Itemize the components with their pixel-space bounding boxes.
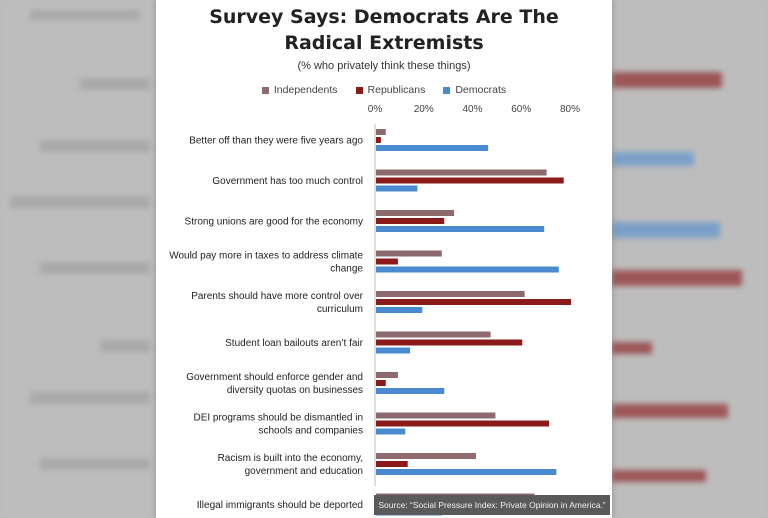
bar-democrats: [376, 469, 557, 475]
legend-item-democrats: Democrats: [443, 84, 506, 96]
category-label-line: government and education: [245, 466, 363, 477]
category-label-line: Government has too much control: [212, 176, 363, 187]
category-label-line: Government should enforce gender and: [186, 372, 363, 383]
legend-swatch-republicans: [355, 86, 363, 94]
category-label: Strong unions are good for the economy: [185, 217, 363, 228]
category-label: Better off than they were five years ago: [189, 136, 363, 147]
category-label: DEI programs should be dismantled in scho…: [193, 413, 363, 437]
category-label: Student loan bailouts aren’t fair: [225, 338, 364, 349]
chart-subtitle: (% who privately think these things): [297, 60, 471, 72]
bar-republicans: [376, 420, 550, 427]
x-tick-label: 40%: [462, 104, 482, 115]
x-tick-label: 20%: [414, 104, 434, 115]
legend-label-republicans: Republicans: [367, 84, 426, 96]
chart-title-line-2: Radical Extremists: [284, 32, 484, 54]
bar-democrats: [376, 307, 423, 313]
category-label-line: Student loan bailouts aren’t fair: [225, 338, 364, 349]
category-label-line: Illegal immigrants should be deported: [197, 500, 363, 511]
bar-independents: [376, 210, 454, 216]
category-label-line: Better off than they were five years ago: [189, 136, 363, 147]
bar-independents: [376, 453, 476, 459]
bar-republicans: [376, 299, 571, 305]
legend-label-democrats: Democrats: [455, 84, 507, 96]
x-tick-label: 60%: [511, 104, 531, 115]
category-label-line: schools and companies: [258, 426, 363, 437]
bar-republicans: [376, 258, 398, 265]
category-label: Would pay more in taxes to address clima…: [169, 251, 363, 275]
bar-independents: [376, 169, 547, 176]
chart-card: Survey Says: Democrats Are The Radical Ex…: [156, 0, 612, 518]
bar-republicans: [376, 137, 381, 143]
legend-swatch-independents: [261, 86, 269, 94]
bar-democrats: [376, 347, 411, 354]
legend-item-independents: Independents: [261, 84, 338, 96]
category-label-line: Would pay more in taxes to address clima…: [169, 251, 363, 262]
category-label-line: DEI programs should be dismantled in: [193, 413, 363, 424]
bar-republicans: [376, 461, 408, 467]
bar-chart: 0% 20% 40% 60% 80% Better off than they were …: [169, 104, 580, 516]
bar-democrats: [376, 428, 406, 435]
category-label-line: change: [330, 264, 363, 275]
category-label: Government has too much control: [212, 176, 363, 187]
category-label-line: Strong unions are good for the economy: [185, 217, 363, 228]
chart-title: Survey Says: Democrats Are The Radical Ex…: [156, 4, 612, 56]
category-label: Illegal immigrants should be deported: [197, 500, 363, 511]
legend-swatch-democrats: [443, 86, 451, 94]
bar-democrats: [376, 266, 559, 273]
x-tick-label: 0%: [368, 104, 383, 115]
bar-republicans: [376, 177, 564, 184]
category-label: Government should enforce gender and dive…: [186, 372, 363, 396]
bar-independents: [376, 372, 398, 378]
bar-independents: [376, 129, 386, 135]
legend-item-republicans: Republicans: [355, 84, 426, 96]
category-label-line: diversity quotas on businesses: [227, 385, 363, 396]
bar-democrats: [376, 145, 489, 151]
bar-democrats: [376, 388, 445, 394]
category-label: Racism is built into the economy, governm…: [218, 453, 363, 477]
bar-democrats: [376, 185, 418, 192]
bar-independents: [376, 331, 491, 338]
x-tick-label: 80%: [560, 104, 580, 115]
bar-democrats: [376, 226, 545, 232]
bar-independents: [376, 291, 525, 297]
chart-legend: Independents Republicans Democrats: [156, 84, 612, 96]
bar-independents: [376, 412, 496, 419]
source-caption: Source: “Social Pressure Index: Private …: [374, 495, 610, 515]
legend-label-independents: Independents: [273, 84, 338, 96]
category-label-line: Parents should have more control over: [191, 291, 363, 302]
category-label: Parents should have more control over cur…: [191, 291, 363, 315]
bar-republicans: [376, 339, 523, 346]
bar-republicans: [376, 218, 445, 224]
category-label-line: curriculum: [317, 304, 363, 315]
bar-republicans: [376, 380, 386, 386]
category-label-line: Racism is built into the economy,: [218, 453, 363, 464]
chart-title-line-1: Survey Says: Democrats Are The: [209, 6, 559, 28]
bar-independents: [376, 250, 442, 257]
